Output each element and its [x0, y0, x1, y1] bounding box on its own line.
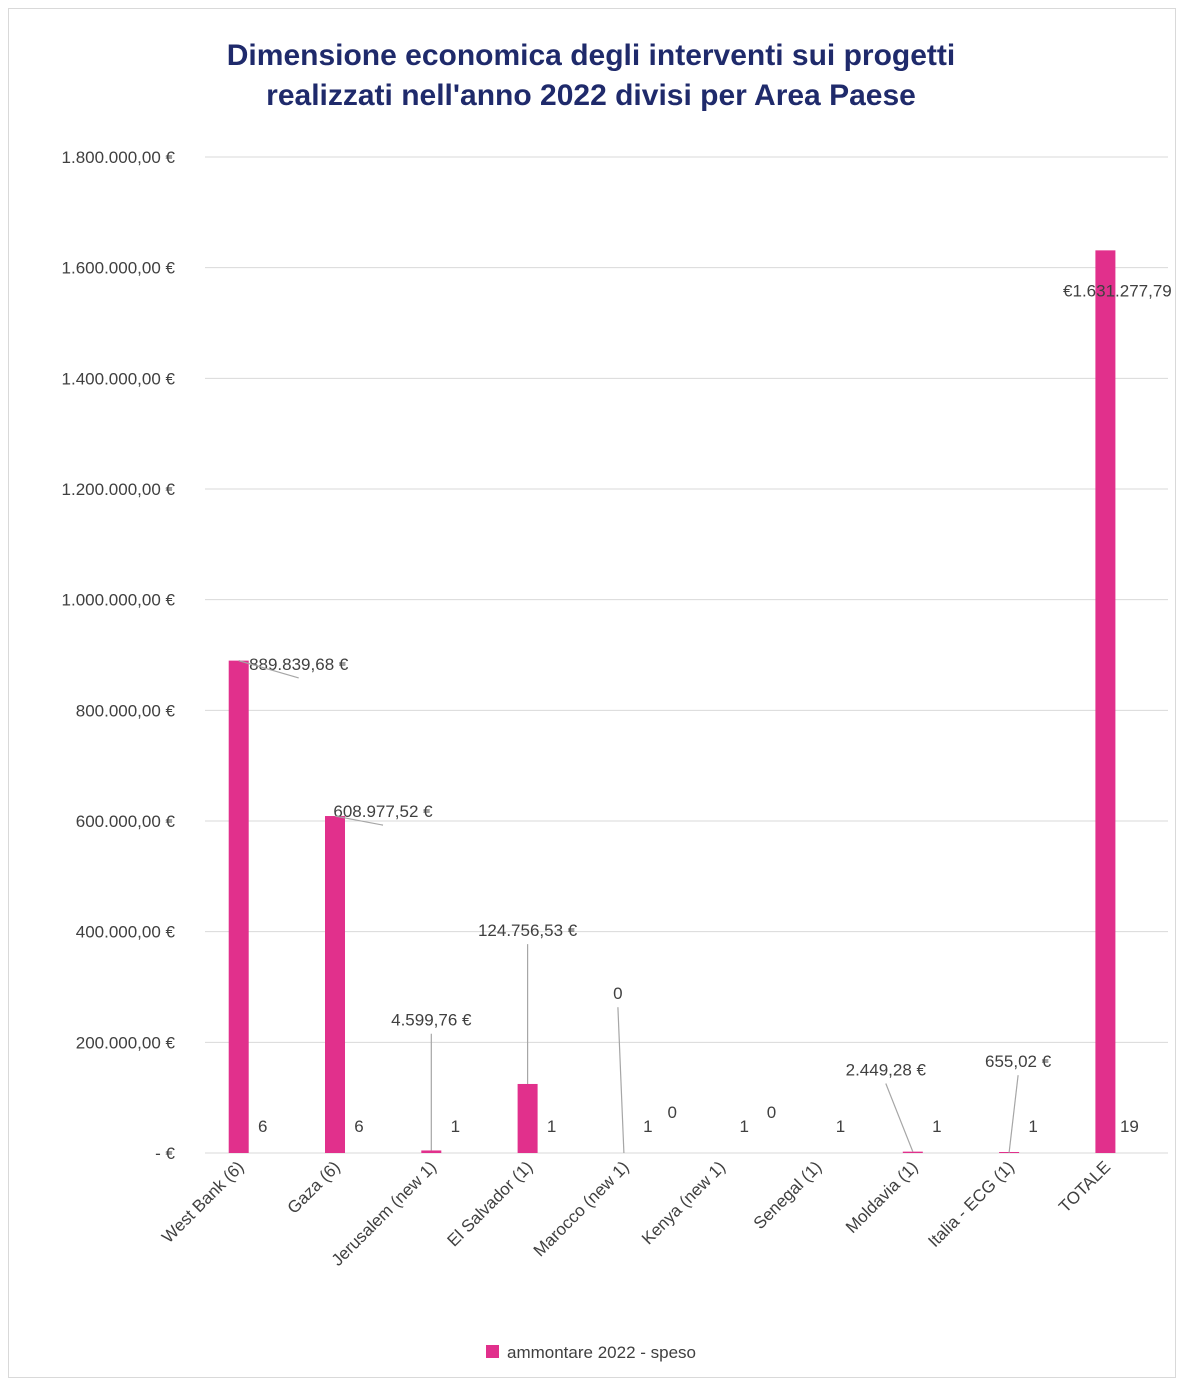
leader-line — [1008, 1075, 1019, 1153]
leader-line — [885, 1083, 914, 1152]
data-label: 0 — [613, 984, 622, 1003]
y-tick-label: 1.400.000,00 € — [62, 369, 176, 388]
count-label: 1 — [1028, 1117, 1037, 1136]
y-tick-label: 1.800.000,00 € — [62, 148, 176, 167]
x-tick-label: Italia - ECG (1) — [924, 1157, 1018, 1251]
count-label: 1 — [643, 1117, 652, 1136]
data-label: 0 — [667, 1103, 676, 1122]
y-tick-label: 400.000,00 € — [76, 923, 176, 942]
y-tick-label: 800.000,00 € — [76, 701, 176, 720]
x-tick-label: El Salvador (1) — [443, 1157, 536, 1250]
x-tick-label: Jerusalem (new 1) — [328, 1157, 440, 1269]
bar — [421, 1150, 442, 1153]
bar — [1095, 250, 1116, 1153]
data-label: 2.449,28 € — [846, 1061, 927, 1080]
data-label: 4.599,76 € — [391, 1011, 472, 1030]
count-label: 6 — [258, 1117, 267, 1136]
y-tick-label: 600.000,00 € — [76, 812, 176, 831]
x-tick-label: TOTALE — [1055, 1157, 1114, 1216]
leader-line — [334, 815, 384, 826]
y-tick-label: 1.600.000,00 € — [62, 259, 176, 278]
chart-frame — [8, 8, 1176, 1378]
count-label: 1 — [836, 1117, 845, 1136]
data-label: 608.977,52 € — [333, 802, 433, 821]
count-label: 1 — [451, 1117, 460, 1136]
data-label: 889.839,68 € — [249, 655, 349, 674]
leader-line — [238, 660, 299, 679]
y-tick-label: - € — [155, 1144, 175, 1163]
chart-title: Dimensione economica degli interventi su… — [0, 36, 1182, 116]
legend-label: ammontare 2022 - speso — [507, 1343, 696, 1362]
count-label: 19 — [1120, 1117, 1139, 1136]
data-label: 655,02 € — [985, 1052, 1052, 1071]
legend-swatch — [486, 1345, 499, 1359]
bar — [517, 1083, 538, 1153]
data-label: 0 — [767, 1103, 776, 1122]
x-tick-label: Senegal (1) — [750, 1157, 826, 1233]
x-tick-label: Moldavia (1) — [842, 1157, 922, 1237]
bar — [228, 660, 249, 1153]
bar-chart: - € 200.000,00 € 400.000,00 € 600.000,00 €… — [62, 148, 1172, 1270]
chart-title-line-1: Dimensione economica degli interventi su… — [226, 39, 956, 72]
data-label: €1.631.277,79 — [1063, 281, 1172, 300]
count-label: 1 — [739, 1117, 748, 1136]
y-tick-label: 200.000,00 € — [76, 1033, 176, 1052]
count-label: 1 — [932, 1117, 941, 1136]
chart-title-line-2: realizzati nell'anno 2022 divisi per Are… — [266, 79, 916, 112]
y-tick-label: 1.000.000,00 € — [62, 591, 176, 610]
count-label: 6 — [354, 1117, 363, 1136]
count-label: 1 — [547, 1117, 556, 1136]
legend: ammontare 2022 - speso — [0, 1343, 1182, 1363]
x-tick-label: Kenya (new 1) — [638, 1157, 729, 1248]
bar — [902, 1151, 923, 1153]
bar — [325, 816, 346, 1153]
x-tick-label: Gaza (6) — [284, 1157, 344, 1217]
leader-line — [617, 1007, 625, 1154]
x-tick-label: Marocco (new 1) — [530, 1157, 633, 1260]
y-tick-label: 1.200.000,00 € — [62, 480, 176, 499]
data-label: 124.756,53 € — [478, 921, 578, 940]
x-tick-label: West Bank (6) — [158, 1157, 247, 1246]
